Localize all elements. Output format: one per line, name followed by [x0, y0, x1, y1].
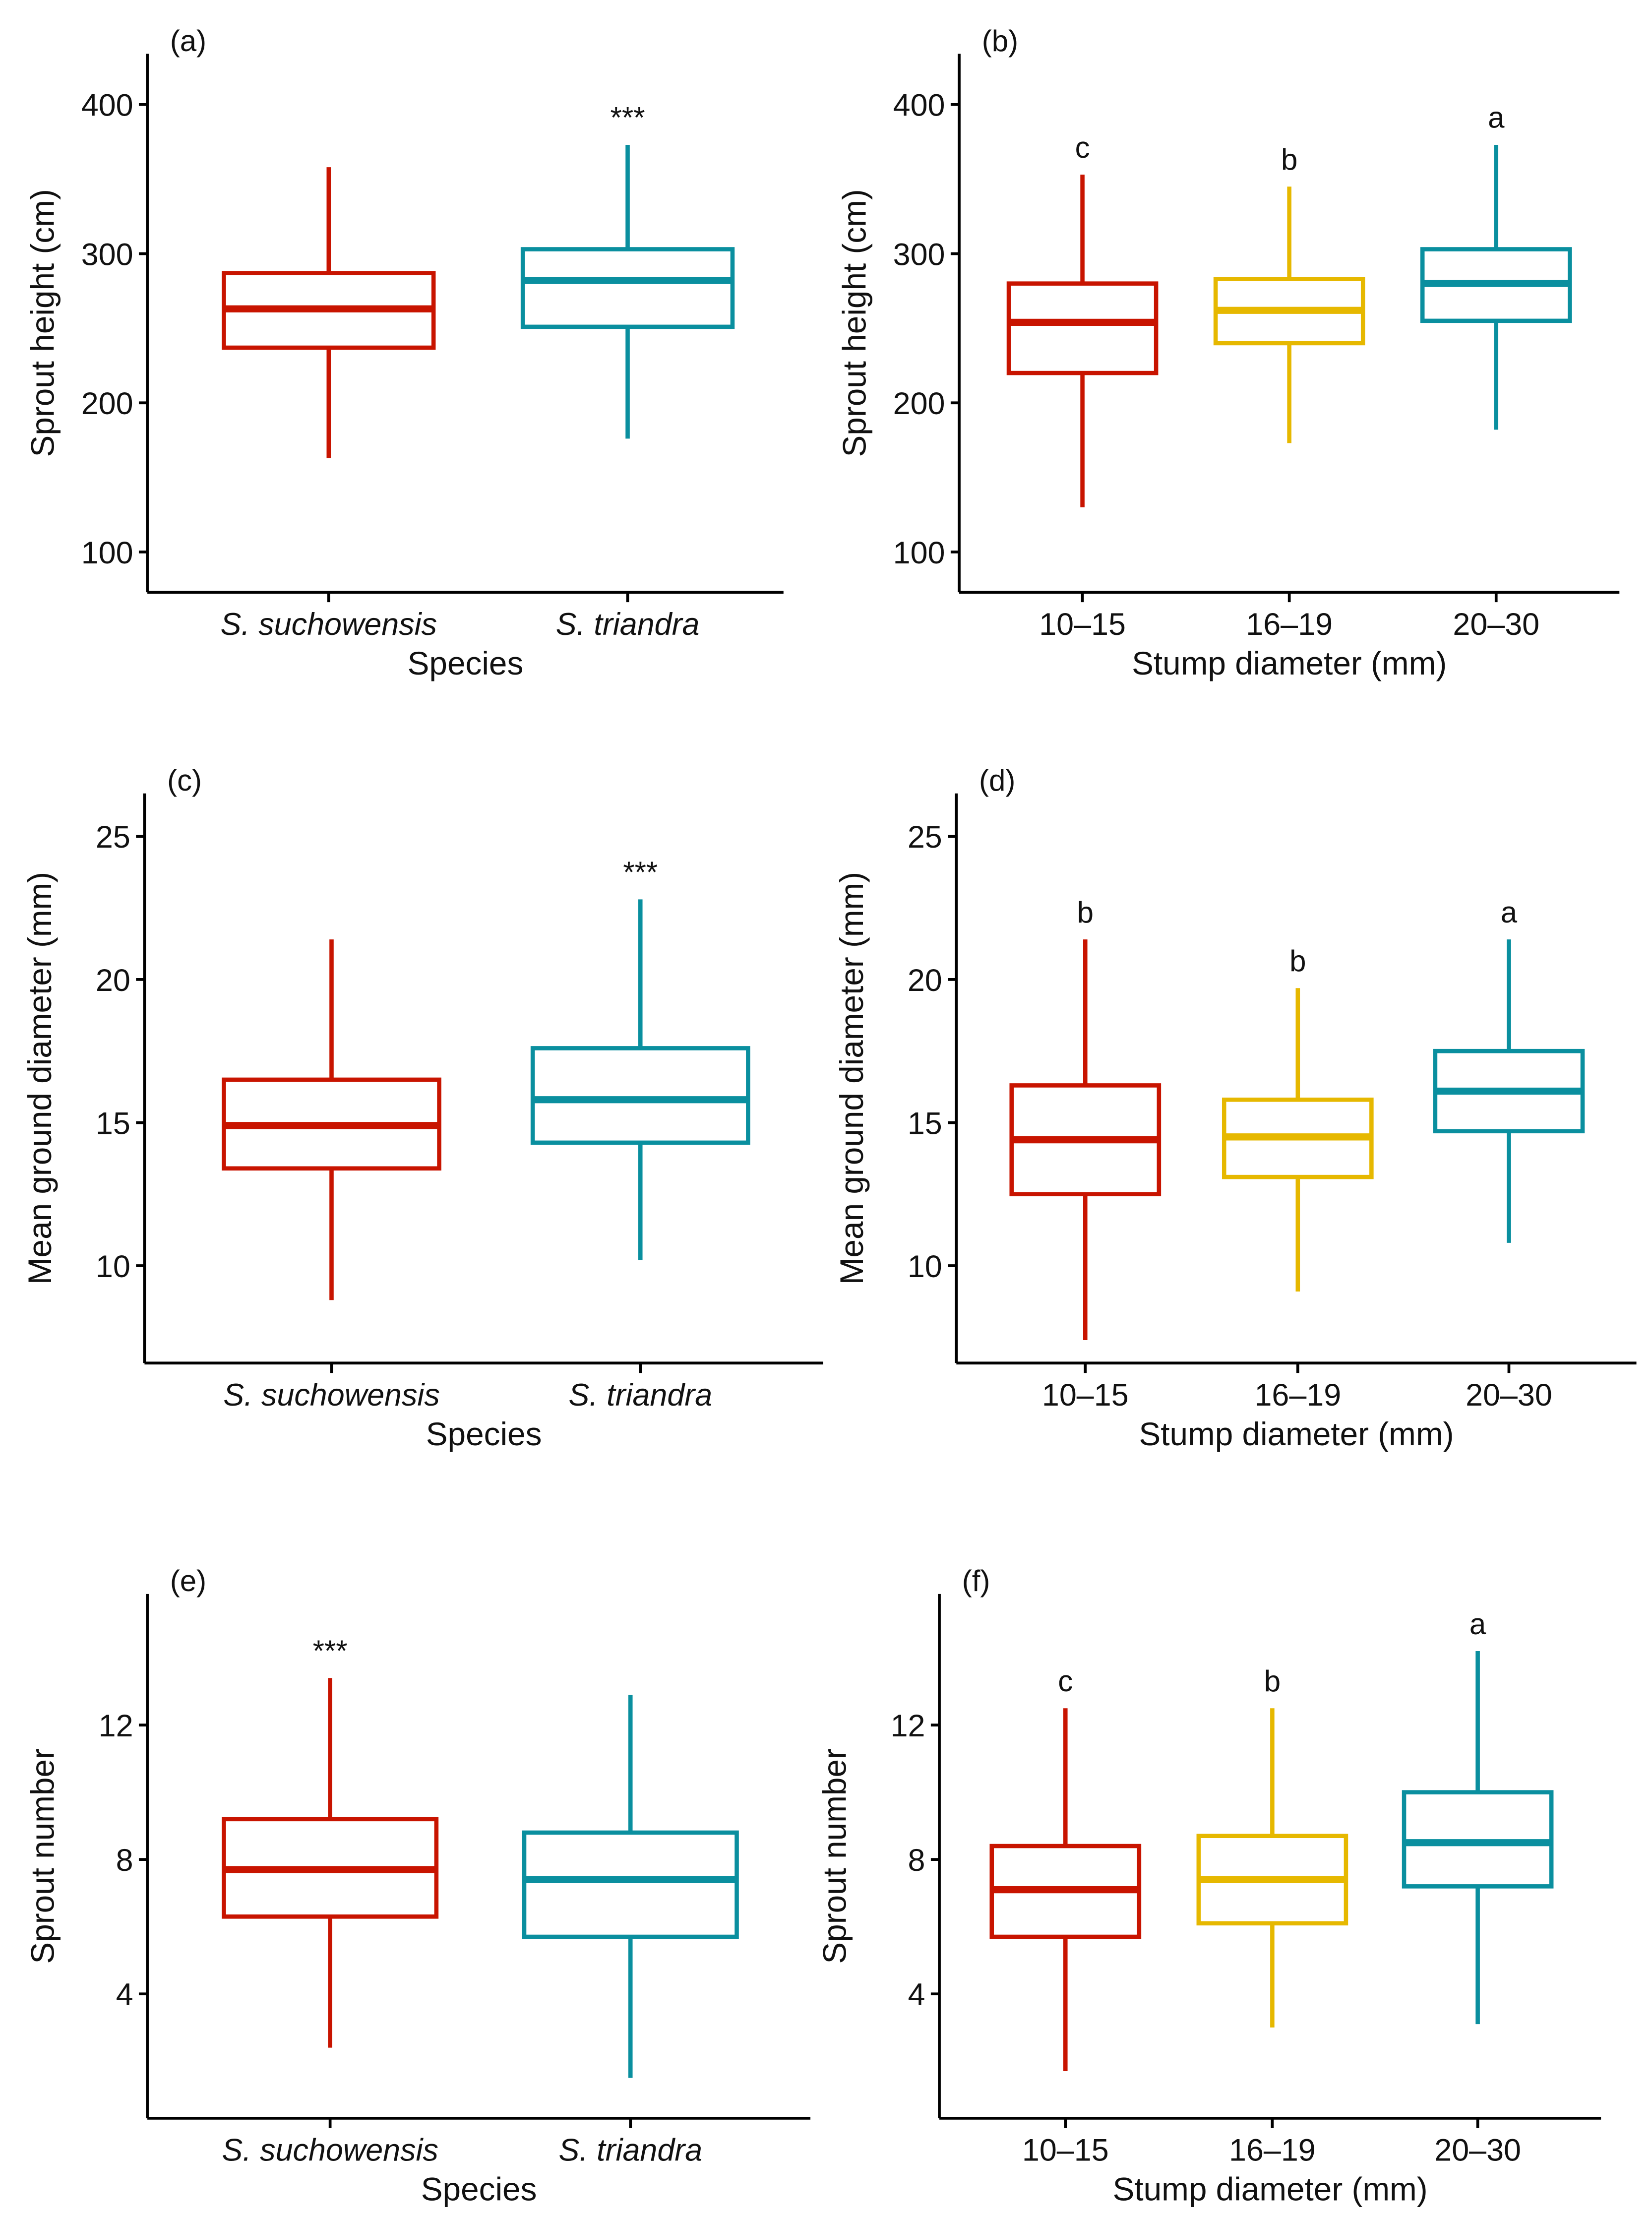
box-s-triandra: ***	[530, 856, 750, 1260]
x-axis-title: Stump diameter (mm)	[1139, 1416, 1454, 1452]
y-tick-label: 10	[908, 1249, 942, 1284]
significance-label: ***	[313, 1634, 348, 1667]
y-tick-label: 400	[893, 88, 945, 123]
y-axis-title: Sprout number	[25, 1748, 61, 1964]
box-16-19: b	[1213, 143, 1365, 443]
y-tick-label: 4	[116, 1977, 133, 2012]
y-tick-label: 10	[96, 1249, 130, 1284]
panel-label: (c)	[167, 764, 202, 797]
box-20-30: a	[1420, 101, 1572, 430]
significance-label: b	[1264, 1664, 1281, 1698]
box-10-15: c	[989, 1664, 1142, 2072]
significance-label: a	[1488, 101, 1505, 134]
y-axis-title: Mean ground diameter (mm)	[22, 872, 58, 1285]
y-tick-label: 200	[893, 386, 945, 421]
y-tick-label: 100	[893, 536, 945, 570]
x-axis-title: Species	[421, 2171, 537, 2208]
box-16-19: b	[1222, 944, 1374, 1292]
y-tick-label: 100	[81, 536, 133, 570]
x-tick-label: S. suchowensis	[222, 2133, 438, 2168]
significance-label: b	[1077, 896, 1094, 929]
box-s-triandra: ***	[520, 101, 735, 439]
x-tick-label: S. triandra	[556, 607, 700, 642]
box-16-19: b	[1196, 1664, 1348, 2028]
panel-label: (d)	[979, 764, 1015, 797]
panel-label: (e)	[170, 1564, 206, 1598]
y-tick-label: 20	[908, 963, 942, 998]
y-tick-label: 4	[908, 1977, 925, 2012]
box-s-suchowensis	[222, 939, 441, 1300]
y-axis-title: Sprout number	[816, 1748, 853, 1964]
significance-label: b	[1289, 944, 1306, 978]
box-20-30: a	[1433, 896, 1585, 1243]
x-tick-label: 16–19	[1254, 1378, 1341, 1413]
x-tick-label: S. suchowensis	[223, 1378, 440, 1413]
box-10-15: c	[1006, 131, 1159, 507]
x-tick-label: 20–30	[1453, 607, 1539, 642]
x-axis-title: Species	[408, 645, 524, 681]
x-tick-label: S. triandra	[558, 2133, 702, 2168]
box-20-30: a	[1402, 1607, 1554, 2025]
box-s-suchowensis: ***	[222, 1634, 439, 2048]
y-tick-label: 15	[96, 1106, 130, 1141]
panel-c: 10 15 20 25 S. suchowensis S. triandra *** (c) S…	[22, 764, 823, 1452]
x-tick-label: 20–30	[1434, 2133, 1521, 2168]
panel-label: (a)	[170, 24, 206, 58]
significance-label: c	[1075, 131, 1090, 164]
significance-label: c	[1058, 1664, 1073, 1698]
iqr-box	[522, 1830, 739, 1939]
x-tick-label: 16–19	[1229, 2133, 1316, 2168]
panel-b: 100 200 300 400 10–15 c 16–19 b 20–30 a (b) Stump d…	[836, 24, 1620, 681]
x-tick-label: S. triandra	[568, 1378, 712, 1413]
panel-label: (f)	[962, 1564, 990, 1598]
panel-f: 4 8 12 10–15 c 16–19 b 20–30 a (f) Stump diameter …	[816, 1564, 1601, 2208]
x-axis-title: Stump diameter (mm)	[1113, 2171, 1428, 2208]
y-axis-title: Sprout height (cm)	[25, 189, 61, 457]
significance-label: b	[1281, 143, 1297, 176]
iqr-box	[530, 1046, 750, 1145]
x-tick-label: S. suchowensis	[221, 607, 437, 642]
y-tick-label: 300	[893, 237, 945, 272]
significance-label: a	[1469, 1607, 1486, 1641]
iqr-box	[1006, 281, 1159, 375]
y-tick-label: 12	[891, 1709, 925, 1743]
y-tick-label: 25	[96, 820, 130, 855]
panel-label: (b)	[982, 24, 1018, 58]
panel-a: 100 200 300 400 S. suchowensis S. triandra ***…	[25, 24, 784, 681]
y-tick-label: 8	[908, 1843, 925, 1878]
iqr-box	[520, 247, 735, 329]
x-tick-label: 10–15	[1039, 607, 1126, 642]
x-tick-label: 16–19	[1246, 607, 1333, 642]
x-tick-label: 10–15	[1022, 2133, 1109, 2168]
significance-label: ***	[623, 856, 658, 889]
y-tick-label: 15	[908, 1106, 942, 1141]
y-tick-label: 25	[908, 820, 942, 855]
x-axis-title: Species	[426, 1416, 542, 1452]
x-axis-title: Stump diameter (mm)	[1132, 645, 1447, 681]
panel-d: 10 15 20 25 10–15 b 16–19 b 20–30 a (d) Stump diame…	[834, 764, 1637, 1452]
significance-label: a	[1501, 896, 1518, 929]
x-tick-label: 20–30	[1466, 1378, 1552, 1413]
significance-label: ***	[611, 101, 645, 134]
y-tick-label: 200	[81, 386, 133, 421]
panel-e: 4 8 12 S. suchowensis *** S. triandra (e) Speci…	[25, 1564, 811, 2208]
x-tick-label: 10–15	[1042, 1378, 1129, 1413]
box-s-triandra	[522, 1695, 739, 2078]
box-s-suchowensis	[222, 167, 436, 458]
box-10-15: b	[1009, 896, 1162, 1341]
y-tick-label: 8	[116, 1843, 133, 1878]
y-tick-label: 400	[81, 88, 133, 123]
y-tick-label: 300	[81, 237, 133, 272]
y-tick-label: 20	[96, 963, 130, 998]
y-axis-title: Sprout height (cm)	[836, 189, 872, 457]
y-tick-label: 12	[99, 1709, 133, 1743]
y-axis-title: Mean ground diameter (mm)	[834, 872, 870, 1285]
